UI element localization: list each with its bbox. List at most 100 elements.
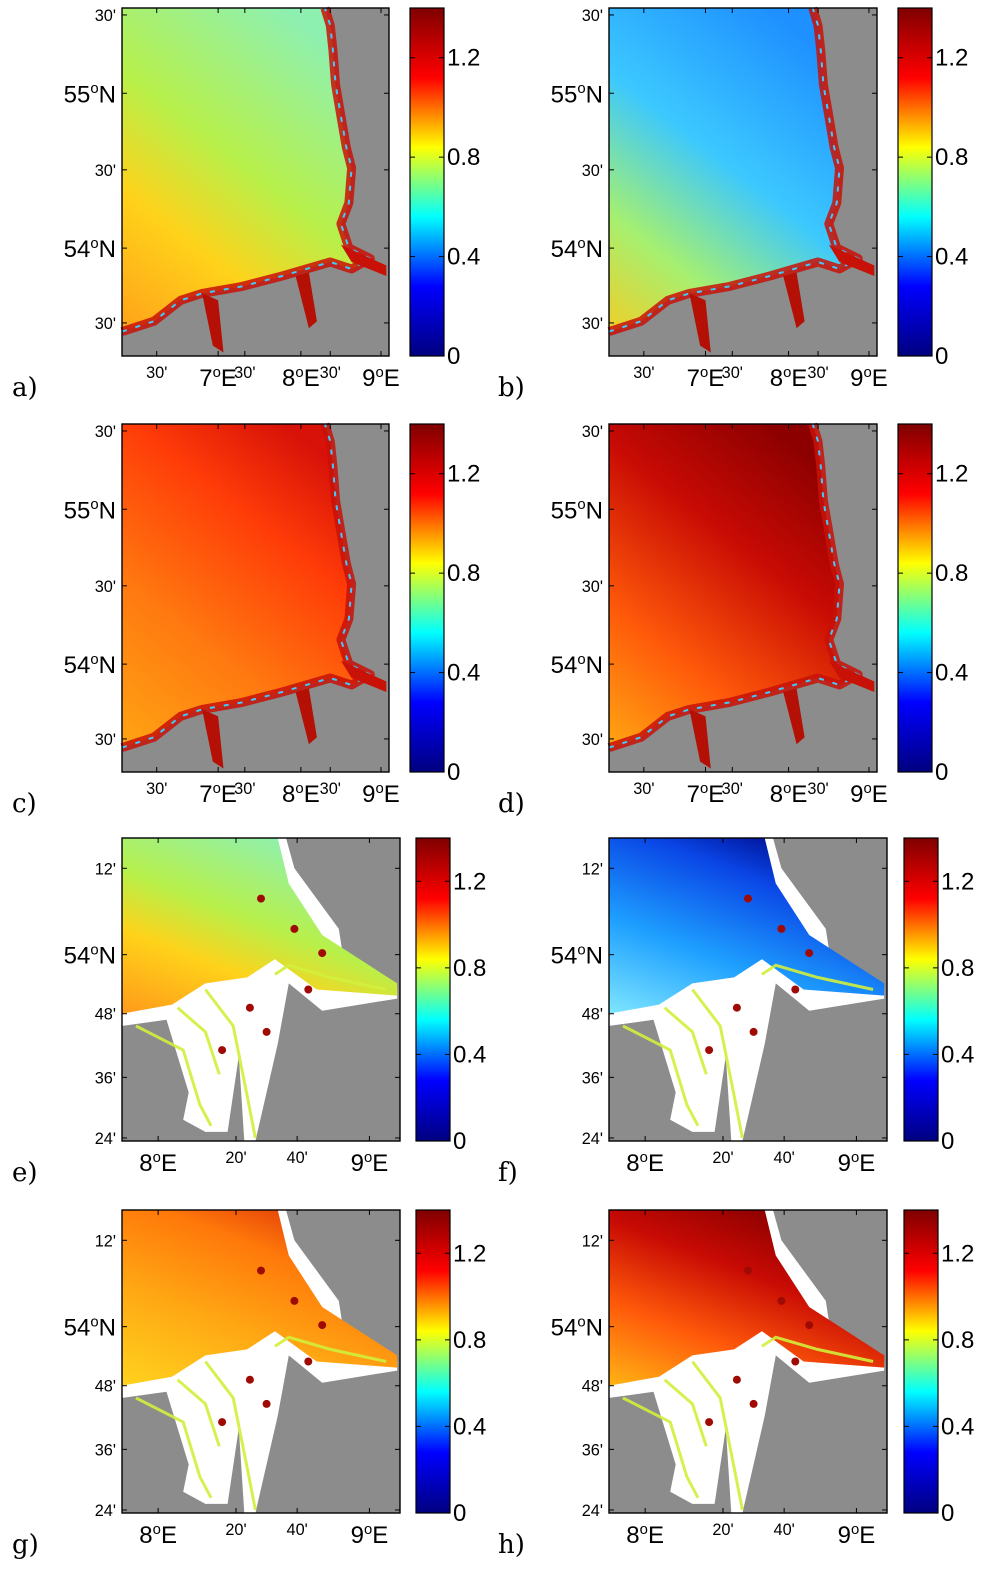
axis-tick-label: 54oN [64,1315,116,1342]
panel-label: f) [498,1158,518,1188]
axis-tick-label: 30' [95,731,116,749]
colorbar-tick-label: 1.2 [941,868,974,895]
drying-patch [705,1418,714,1427]
axis-tick-label: 30' [633,364,654,382]
axis-tick-label: 9oE [351,1522,389,1549]
drying-patch [749,1399,758,1408]
panel-label: g) [12,1530,39,1560]
map-frame [608,423,878,773]
drying-patch [705,1046,714,1055]
drying-patch [304,985,313,994]
tidal-channel [176,1006,221,1075]
panel-f: 12' 54oN 48' 36' 24' 8oE 20' 40' 9oE 0 0.4 0.8 1.2 f) [498,837,974,1188]
drying-patch [744,1266,752,1275]
tidal-channel [274,1335,387,1363]
drying-patch [777,924,786,933]
panel-label: h) [498,1530,525,1560]
axis-tick-label: 9oE [362,781,400,808]
axis-tick-label: 12' [95,860,116,878]
axis-tick-label: 7oE [199,781,237,808]
drying-patch [744,894,752,903]
colorbar-tick-label: 0 [447,343,460,370]
field-7 [609,1210,885,1386]
axis-tick-label: 8oE [282,781,320,808]
colorbar-tick-label: 0.8 [935,144,968,171]
axis-tick-label: 24' [582,1502,603,1520]
axis-tick-label: 8oE [770,365,808,392]
tidal-channel [135,1396,213,1499]
axis-tick-label: 30' [95,7,116,25]
colorbar-tick-label: 0 [935,759,948,786]
axis-tick-label: 9oE [362,365,400,392]
axis-tick-label: 55oN [64,81,116,108]
estuary-ems [689,709,711,769]
colorbar-tick-label: 1.2 [447,45,480,72]
drying-patch [218,1046,227,1055]
colorbar-tick-label: 0.4 [453,1413,486,1440]
drying-patch [245,1003,254,1012]
axis-tick-label: 9oE [838,1522,876,1549]
axis-tick-label: 54oN [551,943,603,970]
axis-tick-label: 30' [95,315,116,333]
colorbar-tick-label: 0.4 [935,244,968,271]
axis-tick-label: 7oE [199,365,237,392]
colorbar-tick-label: 1.2 [935,45,968,72]
map-frame [121,837,401,1142]
estuary-elbe [340,660,387,692]
estuary-elbe [340,244,387,276]
axis-tick-label: 30' [582,162,603,180]
panel-label: e) [12,1158,38,1188]
drying-patch [805,949,814,958]
panel-label: b) [498,373,525,403]
axis-tick-label: 30' [722,780,743,798]
colorbar-tick-label: 0 [447,759,460,786]
axis-tick-label: 30' [722,364,743,382]
axis-tick-label: 24' [95,1502,116,1520]
tidal-channel [691,1360,744,1511]
axis-tick-label: 54oN [551,236,603,263]
tidal-channel [622,1024,700,1127]
axis-tick-label: 9oE [850,781,888,808]
tidal-channel [663,1378,708,1447]
field-4 [122,838,398,1014]
drying-patch [318,949,327,958]
axis-tick-label: 20' [712,1521,733,1539]
colorbar-tick-label: 1.2 [935,461,968,488]
axis-tick-label: 40' [774,1521,795,1539]
colorbar-tick-label: 0.4 [453,1041,486,1068]
estuary-weser [295,688,317,745]
axis-tick-label: 30' [807,780,828,798]
axis-tick-label: 48' [95,1006,116,1024]
axis-tick-label: 12' [95,1232,116,1250]
axis-tick-label: 54oN [551,652,603,679]
colorbar-2 [409,423,445,773]
estuary-weser [783,272,805,329]
colorbar-tick-label: 0.4 [935,660,968,687]
drying-patch [732,1003,741,1012]
axis-tick-label: 7oE [687,781,725,808]
colorbar-tick-label: 0 [453,1128,466,1155]
axis-tick-label: 30' [146,780,167,798]
axis-tick-label: 24' [582,1130,603,1148]
axis-tick-label: 40' [774,1149,795,1167]
axis-tick-label: 30' [146,364,167,382]
tidal-channel [204,1360,257,1511]
axis-tick-label: 20' [712,1149,733,1167]
field-6 [122,1210,398,1386]
colorbar-tick-label: 1.2 [453,868,486,895]
axis-tick-label: 8oE [139,1522,177,1549]
axis-tick-label: 30' [633,780,654,798]
drying-patch [791,1357,800,1366]
drying-patch [749,1027,758,1036]
axis-tick-label: 40' [287,1521,308,1539]
tidal-channel [135,1024,213,1127]
axis-tick-label: 30' [582,423,603,441]
estuary-elbe [828,244,875,276]
colorbar-5 [903,837,939,1142]
axis-tick-label: 8oE [139,1150,177,1177]
axis-tick-label: 30' [582,731,603,749]
colorbar-tick-label: 0.4 [447,244,480,271]
estuary-ems [202,709,224,769]
tidal-channel [761,963,874,991]
